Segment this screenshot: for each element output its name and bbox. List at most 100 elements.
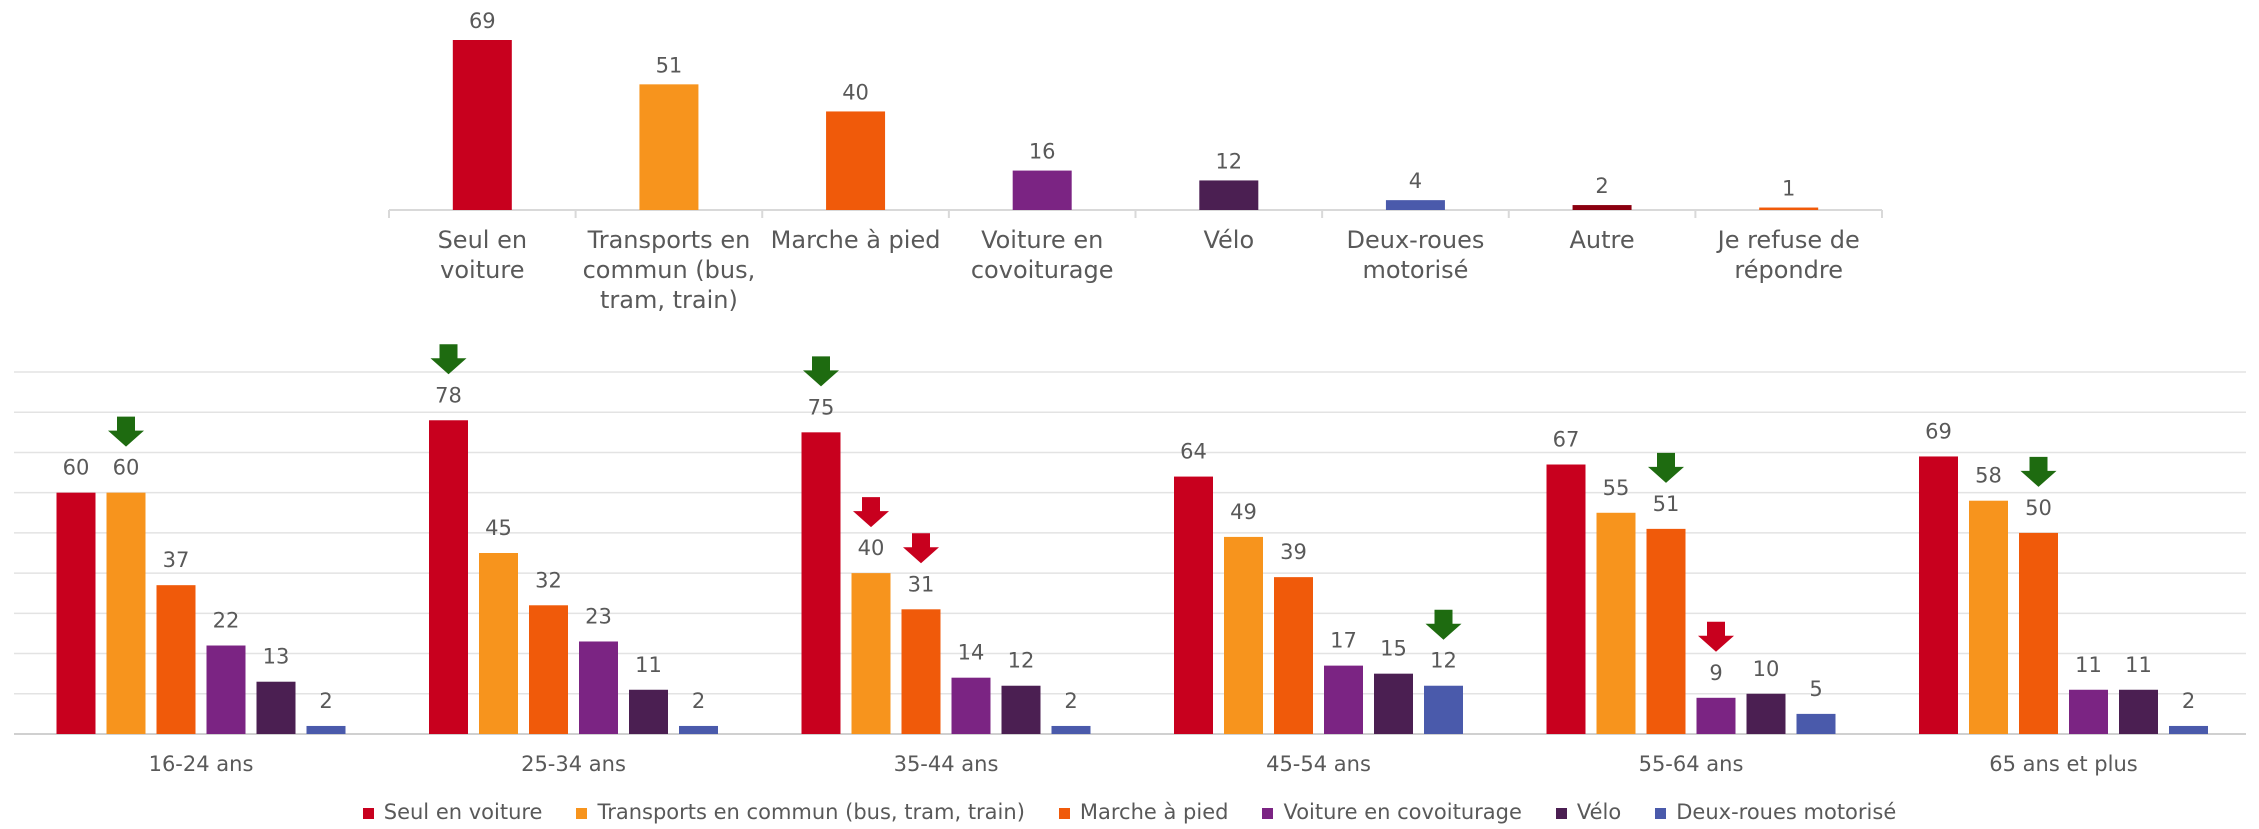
bar xyxy=(2069,689,2108,734)
bar xyxy=(1001,685,1041,734)
bar xyxy=(529,605,568,734)
legend-item: Transports en commun (bus, tram, train) xyxy=(576,800,1025,824)
bar xyxy=(579,641,618,734)
bar xyxy=(1969,500,2008,734)
value-label: 22 xyxy=(213,609,240,633)
value-label: 40 xyxy=(842,80,869,104)
arrow-icon xyxy=(803,356,839,387)
legend-swatch xyxy=(362,807,374,819)
arrow-icon xyxy=(853,497,889,528)
bar xyxy=(206,645,246,734)
value-label: 69 xyxy=(1925,419,1952,443)
bar xyxy=(1374,673,1413,734)
value-label: 2 xyxy=(692,689,705,713)
arrow-icon xyxy=(2020,456,2057,487)
value-label: 49 xyxy=(1230,500,1257,524)
arrow-icon xyxy=(1698,621,1734,652)
value-label: 2 xyxy=(319,689,332,713)
legend-label: Transports en commun (bus, tram, train) xyxy=(597,800,1025,824)
legend-swatch xyxy=(1655,807,1667,819)
value-label: 12 xyxy=(1430,649,1457,673)
bar xyxy=(639,84,699,210)
bar xyxy=(801,432,841,734)
legend-item: Seul en voiture xyxy=(362,800,542,824)
value-label: 12 xyxy=(1215,149,1242,173)
value-label: 10 xyxy=(1753,657,1780,681)
value-label: 2 xyxy=(2182,689,2195,713)
value-label: 50 xyxy=(2025,496,2052,520)
value-label: 32 xyxy=(535,568,562,592)
x-tick-label: 55-64 ans xyxy=(1639,752,1744,776)
bar xyxy=(1424,685,1463,734)
bar xyxy=(306,725,346,734)
x-tick-label: 16-24 ans xyxy=(149,752,254,776)
x-tick-label: Voiture en covoiturage xyxy=(970,226,1114,284)
value-label: 55 xyxy=(1603,476,1630,500)
bar xyxy=(1796,713,1836,734)
bar xyxy=(2169,725,2208,734)
legend-swatch xyxy=(1262,807,1274,819)
bar xyxy=(1696,697,1736,734)
arrow-icon xyxy=(1425,609,1462,640)
bar xyxy=(2119,689,2158,734)
bar xyxy=(1051,725,1091,734)
value-label: 31 xyxy=(908,572,935,596)
x-tick-label: Vélo xyxy=(1203,226,1255,254)
bar xyxy=(156,585,196,734)
bar xyxy=(1919,456,1958,734)
x-tick-label: Marche à pied xyxy=(770,226,941,254)
value-label: 23 xyxy=(585,604,612,628)
value-label: 17 xyxy=(1330,629,1357,653)
value-label: 75 xyxy=(808,395,835,419)
value-label: 11 xyxy=(2075,653,2102,677)
value-label: 1 xyxy=(1782,177,1795,201)
legend-label: Deux-roues motorisé xyxy=(1676,800,1897,824)
value-label: 39 xyxy=(1280,540,1307,564)
bar xyxy=(1174,476,1213,734)
bar xyxy=(1759,207,1819,210)
bar xyxy=(1646,528,1686,734)
value-label: 11 xyxy=(2125,653,2152,677)
bar xyxy=(679,725,718,734)
x-tick-label: 35-44 ans xyxy=(894,752,999,776)
bar xyxy=(1012,170,1072,210)
bar xyxy=(1746,693,1786,734)
value-label: 15 xyxy=(1380,637,1407,661)
bar xyxy=(106,492,146,734)
value-label: 78 xyxy=(435,383,462,407)
arrow-icon xyxy=(1648,452,1684,483)
bar xyxy=(826,111,886,210)
value-label: 64 xyxy=(1180,440,1207,464)
bar xyxy=(452,40,512,210)
x-tick-label: Deux-roues motorisé xyxy=(1346,226,1485,284)
value-label: 11 xyxy=(635,653,662,677)
bar xyxy=(851,573,891,734)
arrow-icon xyxy=(430,344,467,375)
value-label: 60 xyxy=(113,456,140,480)
x-tick-label: 25-34 ans xyxy=(521,752,626,776)
value-label: 16 xyxy=(1029,140,1056,164)
value-label: 13 xyxy=(263,645,290,669)
value-label: 45 xyxy=(485,516,512,540)
bar xyxy=(2019,532,2058,734)
value-label: 9 xyxy=(1709,661,1722,685)
bar xyxy=(1199,180,1259,210)
x-tick-label: 45-54 ans xyxy=(1266,752,1371,776)
legend-label: Marche à pied xyxy=(1079,800,1229,824)
value-label: 51 xyxy=(1653,492,1680,516)
legend-swatch xyxy=(1058,807,1070,819)
bar xyxy=(901,609,941,734)
legend: Seul en voiture Transports en commun (bus… xyxy=(0,800,2259,824)
bar xyxy=(429,420,468,734)
value-label: 40 xyxy=(858,536,885,560)
legend-item: Voiture en covoiturage xyxy=(1262,800,1522,824)
legend-item: Deux-roues motorisé xyxy=(1655,800,1896,824)
value-label: 14 xyxy=(958,641,985,665)
legend-label: Voiture en covoiturage xyxy=(1283,800,1522,824)
bar xyxy=(1385,200,1445,210)
x-tick-label: 65 ans et plus xyxy=(1989,752,2137,776)
x-tick-label: Je refuse de répondre xyxy=(1717,226,1860,284)
bar xyxy=(1596,512,1636,734)
